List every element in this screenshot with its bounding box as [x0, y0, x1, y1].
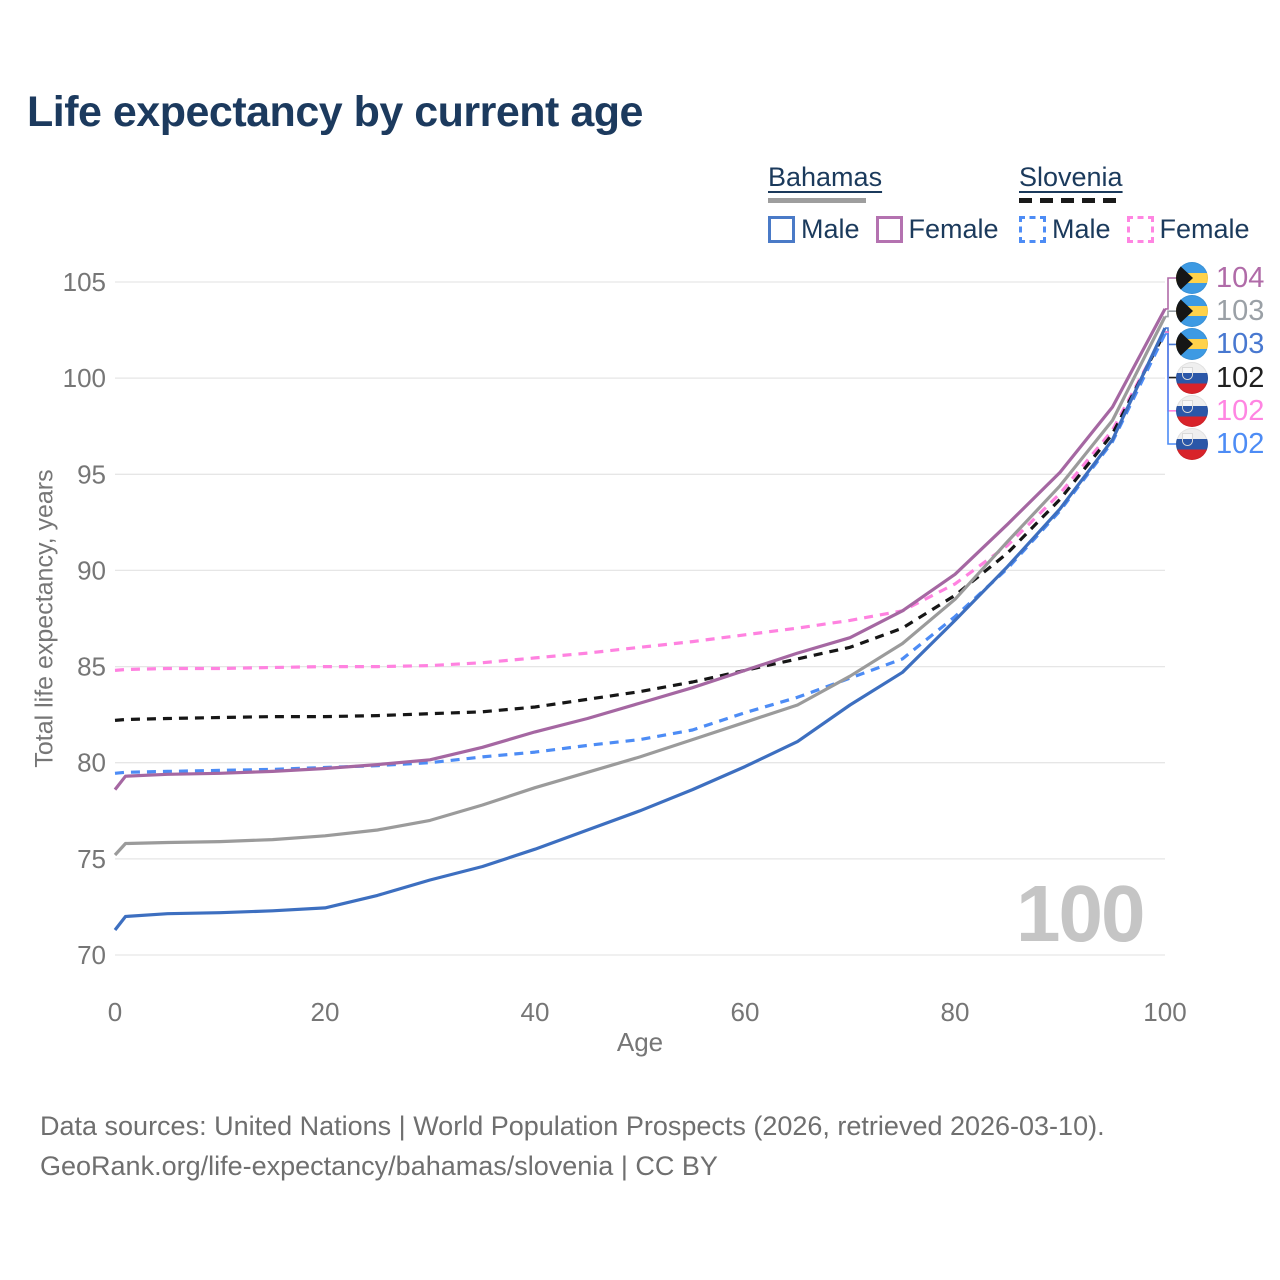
x-tick-label: 40 [521, 997, 550, 1027]
end-label-row: 102 [1176, 362, 1264, 394]
y-tick-label: 70 [77, 940, 106, 970]
leader-line [1165, 333, 1176, 445]
series-line-slovenia_all[interactable] [114, 331, 1167, 722]
series-line-slovenia_female[interactable] [114, 331, 1167, 672]
slovenia-flag-icon [1176, 428, 1208, 460]
end-label-value: 103 [1216, 328, 1265, 360]
end-label-value: 102 [1216, 395, 1265, 427]
x-tick-label: 80 [941, 997, 970, 1027]
y-tick-label: 105 [63, 267, 106, 297]
end-label-row: 102 [1176, 428, 1264, 460]
legend-swatch-slovenia-male [1019, 216, 1046, 243]
legend-country-bahamas[interactable]: Bahamas [768, 162, 883, 192]
bahamas-flag-icon [1176, 262, 1208, 294]
bahamas-flag-icon [1176, 295, 1208, 327]
end-label-row: 103 [1176, 328, 1264, 360]
legend-item-slovenia-female[interactable]: Female [1126, 214, 1250, 245]
legend-item-bahamas-male[interactable]: Male [768, 214, 860, 245]
series-line-bahamas_female[interactable] [113, 308, 1167, 791]
page-title: Life expectancy by current age [27, 88, 643, 136]
x-tick-label: 100 [1143, 997, 1186, 1027]
leader-line [1165, 310, 1176, 318]
legend-group-slovenia: Slovenia Male Female [1019, 162, 1250, 245]
legend-linestyle-swatch-slovenia [1019, 198, 1123, 203]
end-label-value: 104 [1216, 262, 1265, 294]
series-line-bahamas_male[interactable] [113, 327, 1167, 931]
x-axis-title: Age [617, 1027, 663, 1057]
x-tick-label: 20 [311, 997, 340, 1027]
legend-group-bahamas: Bahamas Male Female [768, 162, 999, 245]
legend-item-slovenia-male[interactable]: Male [1019, 214, 1111, 245]
legend-item-label: Male [801, 214, 860, 244]
slovenia-flag-icon [1176, 362, 1208, 394]
leader-line [1165, 327, 1176, 346]
legend-linestyle-swatch-bahamas [768, 198, 866, 203]
x-tick-label: 0 [108, 997, 122, 1027]
leader-line [1165, 277, 1176, 310]
legend-country-slovenia[interactable]: Slovenia [1019, 162, 1123, 192]
data-source-line: Data sources: United Nations | World Pop… [40, 1111, 1105, 1141]
legend-swatch-bahamas-female [875, 216, 903, 243]
end-label-row: 102 [1176, 395, 1264, 427]
legend-item-label: Female [908, 214, 999, 244]
legend-swatch-bahamas-male [768, 216, 795, 243]
age-watermark: 100 [1016, 869, 1145, 958]
y-tick-label: 80 [77, 748, 106, 778]
legend-item-label: Female [1159, 214, 1250, 244]
y-tick-label: 100 [63, 363, 106, 393]
end-label-value: 103 [1216, 295, 1265, 327]
leader-line [1165, 331, 1176, 379]
series-line-slovenia_male[interactable] [114, 333, 1167, 775]
end-label-row: 104 [1176, 262, 1264, 294]
legend-item-bahamas-female[interactable]: Female [875, 214, 999, 245]
y-tick-label: 75 [77, 844, 106, 874]
end-label-value: 102 [1216, 428, 1265, 460]
legend-item-label: Male [1052, 214, 1111, 244]
y-tick-label: 85 [77, 652, 106, 682]
attribution-line: GeoRank.org/life-expectancy/bahamas/slov… [40, 1151, 718, 1181]
end-label-value: 102 [1216, 362, 1265, 394]
bahamas-flag-icon [1176, 328, 1208, 360]
legend-swatch-slovenia-female [1126, 216, 1154, 243]
x-tick-label: 60 [731, 997, 760, 1027]
y-tick-label: 90 [77, 555, 106, 585]
series-line-bahamas_all[interactable] [113, 315, 1167, 857]
y-tick-label: 95 [77, 459, 106, 489]
footer: Data sources: United Nations | World Pop… [40, 1106, 1105, 1186]
end-label-row: 103 [1176, 295, 1264, 327]
slovenia-flag-icon [1176, 395, 1208, 427]
y-axis-title: Total life expectancy, years [30, 469, 59, 768]
